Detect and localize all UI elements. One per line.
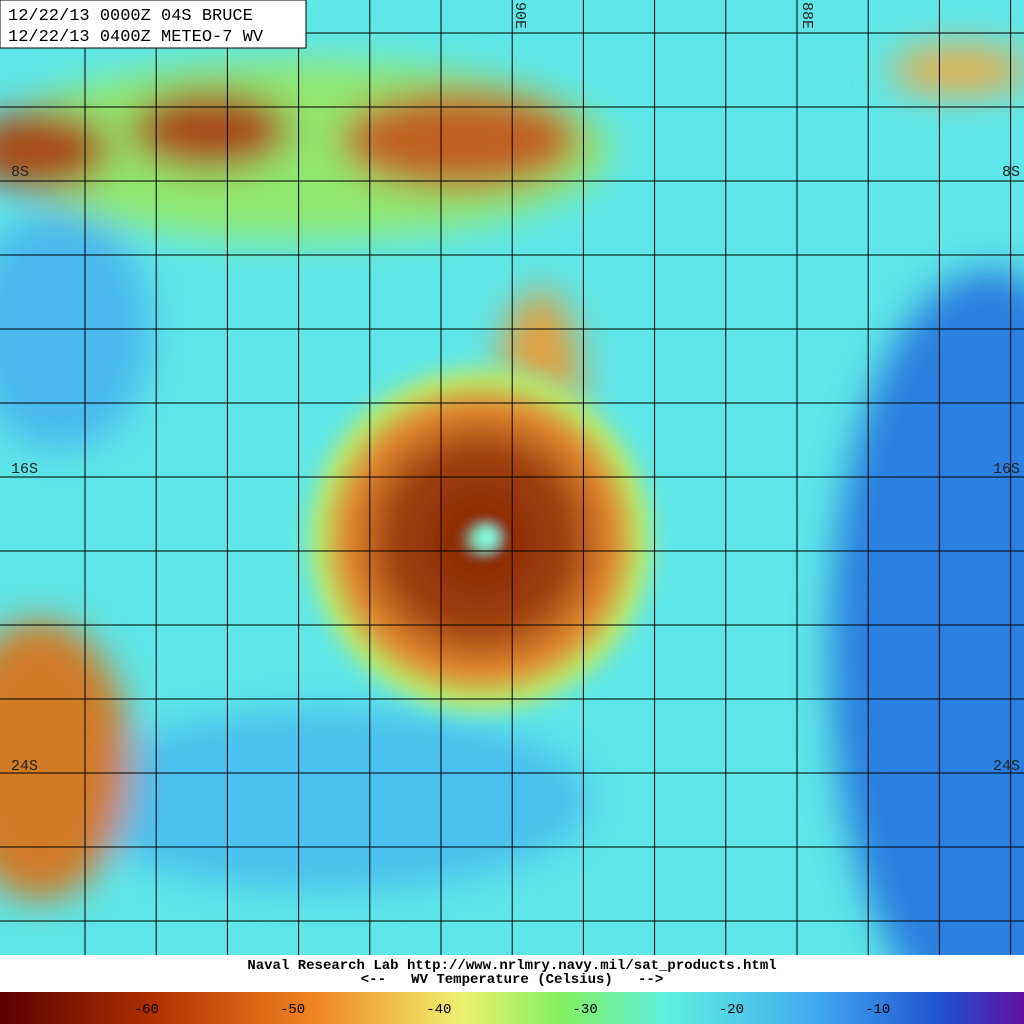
colorbar	[0, 992, 1024, 1024]
colorbar-tick-label: -30	[573, 1002, 598, 1018]
colorbar-tick-label: -50	[280, 1002, 305, 1018]
colorbar-tick-label: -10	[865, 1002, 890, 1018]
lon-label: 90E	[511, 2, 528, 29]
colorbar-tick-label: -40	[426, 1002, 451, 1018]
lat-label: 16S	[11, 461, 38, 478]
colorbar-tick-label: -20	[719, 1002, 744, 1018]
colorbar-tick-label: -60	[134, 1002, 159, 1018]
lat-label: 16S	[993, 461, 1020, 478]
footer	[0, 955, 1024, 992]
lat-lon-grid	[0, 0, 1024, 955]
lon-label: 88E	[798, 2, 815, 29]
lat-label: 8S	[1002, 164, 1020, 181]
header-line: 12/22/13 0000Z 04S BRUCE	[8, 7, 253, 26]
header-line: 12/22/13 0400Z METEO-7 WV	[8, 28, 264, 47]
credit: Naval Research Lab http://www.nrlmry.nav…	[247, 958, 776, 974]
header-box	[0, 0, 307, 49]
caption: <-- WV Temperature (Celsius) -->	[361, 972, 663, 988]
lat-label: 24S	[11, 758, 38, 775]
lat-label: 8S	[11, 164, 29, 181]
lat-label: 24S	[993, 758, 1020, 775]
clouds	[0, 45, 1024, 1024]
cyclone	[290, 350, 670, 730]
